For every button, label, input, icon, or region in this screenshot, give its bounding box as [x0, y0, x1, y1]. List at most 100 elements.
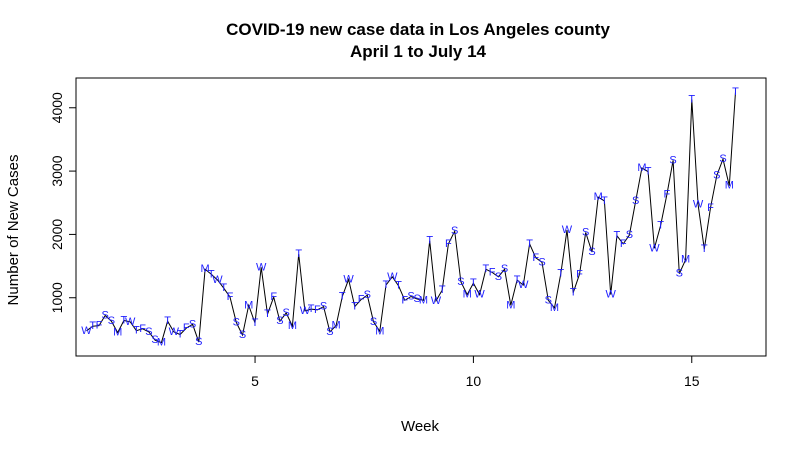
data-point-label: F — [358, 294, 365, 306]
data-point-label: T — [483, 263, 490, 275]
data-point-label: S — [320, 301, 327, 313]
data-point-label: M — [113, 327, 122, 339]
data-point-label: T — [701, 243, 708, 255]
data-point-label: F — [620, 238, 627, 250]
data-point-label: T — [601, 195, 608, 207]
data-point-label: S — [451, 225, 458, 237]
data-point-label: S — [233, 316, 240, 328]
data-point-label: T — [121, 315, 128, 327]
data-point-label: S — [582, 227, 589, 239]
data-point-label: S — [108, 315, 115, 327]
data-point-label: F — [227, 291, 234, 303]
data-point-label: T — [470, 277, 477, 289]
data-point-label: T — [208, 268, 215, 280]
data-point-label: S — [588, 246, 595, 258]
data-point-label: T — [557, 268, 564, 280]
data-point-label: S — [407, 291, 414, 303]
data-point-label: T — [570, 287, 577, 299]
data-point-label: M — [463, 289, 472, 301]
data-point-label: T — [439, 284, 446, 296]
data-point-label: S — [151, 334, 158, 346]
data-point-label: T — [351, 301, 358, 313]
data-point-label: F — [183, 322, 190, 334]
series-line-group — [86, 91, 736, 344]
x-tick-label: 15 — [684, 373, 700, 389]
x-tick-label: 5 — [251, 373, 259, 389]
data-point-label: M — [550, 302, 559, 314]
data-point-label: S — [283, 307, 290, 319]
data-point-label: W — [474, 289, 485, 301]
chart-subtitle: April 1 to July 14 — [350, 42, 487, 61]
data-point-label: T — [732, 86, 739, 98]
x-axis: 5 10 15 — [251, 355, 700, 389]
data-point-label: S — [326, 326, 333, 338]
data-point-label: S — [713, 170, 720, 182]
data-point-label: F — [664, 189, 671, 201]
data-point-label: W — [212, 274, 223, 286]
data-point-label: M — [244, 299, 253, 311]
y-tick-label: 2000 — [49, 219, 65, 250]
data-point-label: M — [637, 162, 646, 174]
data-point-label: T — [295, 248, 302, 260]
data-point-label: T — [177, 329, 184, 341]
data-point-label: S — [457, 276, 464, 288]
y-tick-label: 3000 — [49, 155, 65, 186]
data-point-label: T — [383, 279, 390, 291]
data-point-label: W — [562, 224, 573, 236]
data-point-label: T — [395, 280, 402, 292]
data-point-label: W — [693, 199, 704, 211]
data-point-label: F — [139, 323, 146, 335]
data-point-label: S — [669, 154, 676, 166]
data-point-label: T — [514, 274, 521, 286]
data-point-label: T — [657, 220, 664, 232]
series-line — [86, 91, 736, 344]
data-point-label: F — [314, 304, 321, 316]
data-point-label: M — [594, 191, 603, 203]
data-point-label: T — [426, 235, 433, 247]
data-point-label: T — [308, 303, 315, 315]
data-point-label: T — [133, 325, 140, 337]
data-point-label: W — [300, 305, 311, 317]
data-point-label: S — [195, 336, 202, 348]
data-point-label: W — [387, 271, 398, 283]
data-point-label: F — [96, 320, 103, 332]
data-point-label: T — [645, 166, 652, 178]
data-point-label: W — [343, 273, 354, 285]
data-point-label: W — [649, 242, 660, 254]
data-point-label: T — [164, 315, 171, 327]
data-point-label: T — [264, 308, 271, 320]
data-point-label: W — [169, 326, 180, 338]
data-point-label: W — [431, 295, 442, 307]
data-point-label: W — [256, 261, 267, 273]
data-point-label: S — [102, 310, 109, 322]
data-point-label: T — [220, 282, 227, 294]
data-point-label: M — [375, 325, 384, 337]
data-point-label: S — [370, 316, 377, 328]
data-point-label: S — [239, 329, 246, 341]
data-point-label: S — [501, 263, 508, 275]
data-point-label: F — [532, 252, 539, 264]
data-point-label: W — [81, 325, 92, 337]
data-point-label: S — [414, 293, 421, 305]
data-point-label: T — [339, 291, 346, 303]
data-point-label: F — [489, 266, 496, 278]
data-point-label: S — [719, 153, 726, 165]
data-point-label: S — [632, 195, 639, 207]
data-point-label: F — [576, 268, 583, 280]
data-point-label: M — [506, 299, 515, 311]
data-point-label: F — [401, 294, 408, 306]
data-point-label: S — [145, 326, 152, 338]
data-point-label: T — [89, 320, 96, 332]
data-point-label: M — [157, 337, 166, 349]
data-point-label: S — [538, 256, 545, 268]
data-point-label: M — [419, 294, 428, 306]
data-point-label: T — [252, 317, 259, 329]
data-point-label: S — [676, 268, 683, 280]
data-point-label: W — [518, 279, 529, 291]
data-point-label: M — [332, 320, 341, 332]
data-point-label: M — [201, 263, 210, 275]
data-point-label: T — [614, 230, 621, 242]
data-point-label: M — [681, 254, 690, 266]
data-point-label: S — [495, 271, 502, 283]
